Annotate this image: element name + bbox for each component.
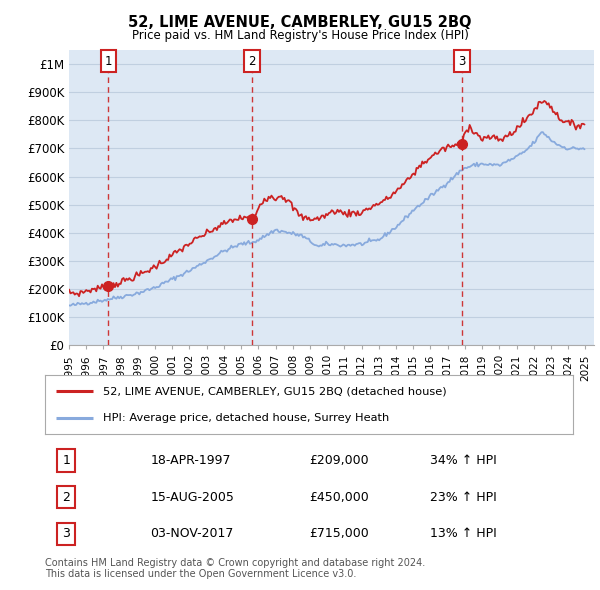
Text: 03-NOV-2017: 03-NOV-2017 <box>151 527 234 540</box>
Text: 13% ↑ HPI: 13% ↑ HPI <box>430 527 497 540</box>
Text: 2: 2 <box>62 490 70 504</box>
Text: 52, LIME AVENUE, CAMBERLEY, GU15 2BQ (detached house): 52, LIME AVENUE, CAMBERLEY, GU15 2BQ (de… <box>103 386 447 396</box>
Text: 18-APR-1997: 18-APR-1997 <box>151 454 231 467</box>
Text: £209,000: £209,000 <box>309 454 368 467</box>
Text: Price paid vs. HM Land Registry's House Price Index (HPI): Price paid vs. HM Land Registry's House … <box>131 30 469 42</box>
Text: 34% ↑ HPI: 34% ↑ HPI <box>430 454 497 467</box>
Text: £450,000: £450,000 <box>309 490 369 504</box>
Text: 15-AUG-2005: 15-AUG-2005 <box>151 490 235 504</box>
Text: HPI: Average price, detached house, Surrey Heath: HPI: Average price, detached house, Surr… <box>103 414 389 423</box>
Text: 52, LIME AVENUE, CAMBERLEY, GU15 2BQ: 52, LIME AVENUE, CAMBERLEY, GU15 2BQ <box>128 15 472 30</box>
Text: 3: 3 <box>62 527 70 540</box>
Text: 23% ↑ HPI: 23% ↑ HPI <box>430 490 497 504</box>
Text: 1: 1 <box>104 55 112 68</box>
Text: 3: 3 <box>458 55 466 68</box>
Text: 2: 2 <box>248 55 256 68</box>
Text: Contains HM Land Registry data © Crown copyright and database right 2024.
This d: Contains HM Land Registry data © Crown c… <box>45 558 425 579</box>
Text: 1: 1 <box>62 454 70 467</box>
Text: £715,000: £715,000 <box>309 527 369 540</box>
